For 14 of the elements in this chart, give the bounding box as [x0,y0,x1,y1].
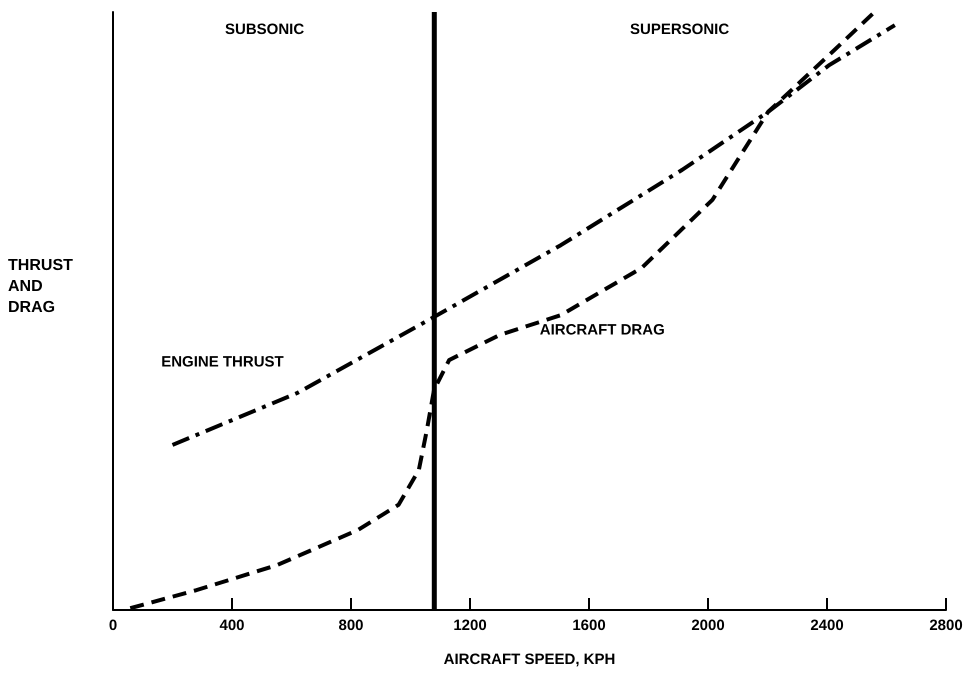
x-tick-label: 0 [108,617,118,634]
x-tick-label: 1200 [453,617,487,634]
x-axis-title: AIRCRAFT SPEED, KPH [444,651,616,668]
x-tick-label: 2400 [810,617,844,634]
y-axis-title: THRUST AND DRAG [8,257,78,316]
x-tick-label: 1600 [572,617,606,634]
annotation: SUBSONIC [225,21,304,38]
x-tick-label: 2000 [691,617,725,634]
series-label: AIRCRAFT DRAG [540,321,665,338]
series-label: ENGINE THRUST [161,353,284,370]
x-tick-label: 400 [219,617,245,634]
x-tick-label: 2800 [929,617,963,634]
x-tick-label: 800 [338,617,364,634]
annotation: SUPERSONIC [630,21,730,38]
